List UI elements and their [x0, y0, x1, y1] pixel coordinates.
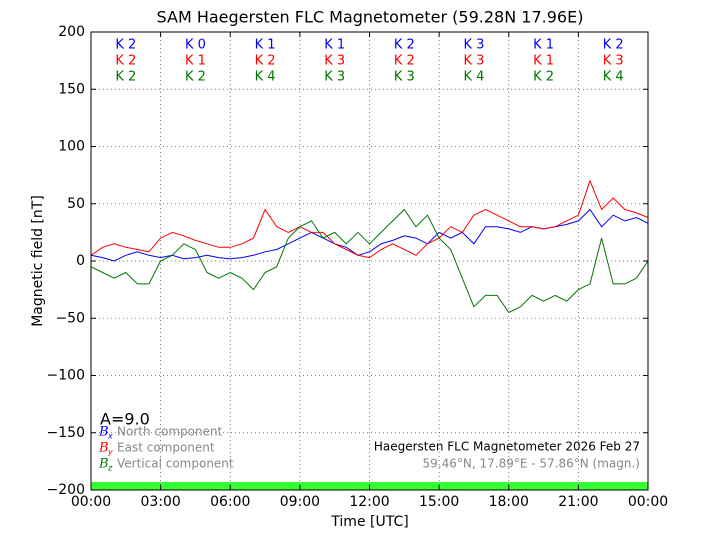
legend-subscript: z — [107, 464, 113, 473]
x-tick-label: 03:00 — [140, 494, 180, 510]
x-tick-label: 15:00 — [419, 494, 459, 510]
k-index-label: K 2 — [394, 54, 415, 69]
k-index-label: K 1 — [185, 54, 206, 69]
data-line — [90, 208, 649, 314]
annotation: A=9.0 — [100, 410, 150, 429]
x-tick-label: 00:00 — [71, 494, 111, 510]
legend-label: East component — [117, 441, 215, 455]
k-index-label: K 2 — [603, 38, 624, 53]
y-tick-label: 150 — [58, 81, 85, 97]
legend-symbol: B — [98, 425, 109, 440]
k-index-label: K 2 — [533, 70, 554, 85]
k-index-label: K 4 — [255, 70, 276, 85]
k-index-label: K 2 — [185, 70, 206, 85]
k-index-label: K 1 — [324, 38, 345, 53]
footnote: 59.46°N, 17.89°E - 57.86°N (magn.) — [423, 457, 640, 471]
k-index-label: K 3 — [463, 38, 484, 53]
k-index-label: K 3 — [324, 54, 345, 69]
k-index-label: K 2 — [115, 70, 136, 85]
k-index-label: K 4 — [463, 70, 484, 85]
y-tick-label: 50 — [67, 196, 85, 212]
x-tick-label: 12:00 — [349, 494, 389, 510]
x-tick-label: 18:00 — [489, 494, 529, 510]
data-line — [90, 179, 649, 259]
y-tick-label: 200 — [58, 24, 85, 40]
k-index-label: K 3 — [463, 54, 484, 69]
k-index-label: K 0 — [185, 38, 206, 53]
y-axis-label: Magnetic field [nT] — [30, 195, 46, 327]
k-index-label: K 2 — [255, 54, 276, 69]
k-index-label: K 3 — [603, 54, 624, 69]
y-tick-label: −150 — [47, 425, 85, 441]
k-index-label: K 1 — [533, 54, 554, 69]
legend-label: North component — [117, 425, 223, 439]
plot-frame — [90, 31, 649, 491]
x-tick-label: 00:00 — [628, 494, 668, 510]
k-index-label: K 3 — [324, 70, 345, 85]
y-tick-label: 0 — [76, 253, 85, 269]
k-index-label: K 2 — [394, 38, 415, 53]
x-tick-label: 09:00 — [280, 494, 320, 510]
legend-subscript: x — [107, 432, 113, 441]
k-index-label: K 2 — [115, 54, 136, 69]
footnote: Haegersten FLC Magnetometer 2026 Feb 27 — [374, 440, 640, 454]
legend-subscript: y — [107, 448, 113, 457]
k-index-label: K 2 — [115, 38, 136, 53]
y-tick-label: 100 — [58, 139, 85, 155]
legend-symbol: B — [98, 441, 109, 456]
chart-title: SAM Haegersten FLC Magnetometer (59.28N … — [157, 8, 584, 27]
x-tick-label: 21:00 — [558, 494, 598, 510]
x-axis-label: Time [UTC] — [330, 514, 408, 530]
x-tick-label: 06:00 — [210, 494, 250, 510]
y-tick-label: −100 — [47, 368, 85, 384]
k-index-label: K 4 — [603, 70, 624, 85]
k-index-label: K 1 — [255, 38, 276, 53]
k-index-label: K 3 — [394, 70, 415, 85]
k-index-label: K 1 — [533, 38, 554, 53]
y-tick-label: −50 — [55, 310, 85, 326]
legend-label: Vertical component — [117, 457, 234, 471]
y-tick-label: −200 — [47, 482, 85, 498]
legend-symbol: B — [98, 457, 109, 472]
